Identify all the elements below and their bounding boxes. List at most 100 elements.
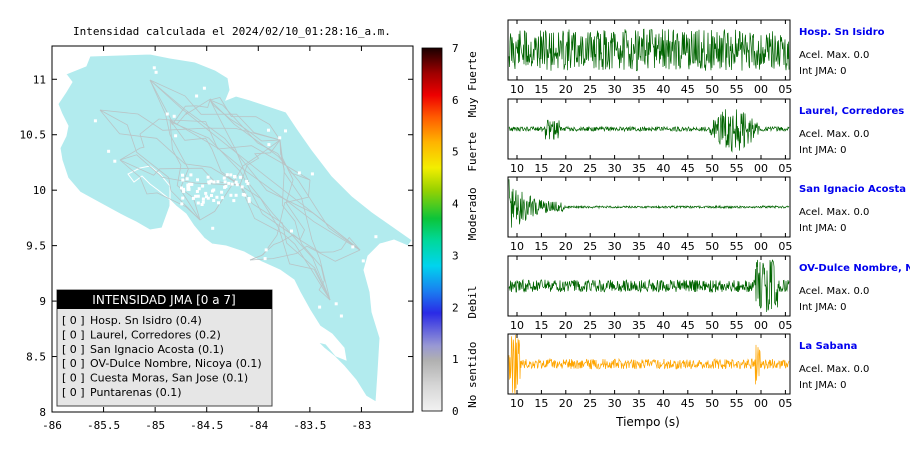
waveform-xtick-label: 45 [681,319,695,332]
legend-item-level: [ 0 ] [62,328,85,341]
road-line [249,245,361,262]
station-marker [233,175,237,179]
station-acel-max: Acel. Max. 0.0 [799,207,869,218]
waveform-xtick-label: 25 [583,240,597,253]
colorbar: 0 1 2 3 4 5 6 7 No sentido Debil Moderado Fuerte Mu… [421,42,479,418]
station-marker [212,199,216,202]
map-xtick-label: -83.5 [293,419,326,432]
road-line [209,97,281,141]
station-marker [229,193,233,197]
road-line [119,159,201,221]
road-line [149,79,201,221]
station-marker [180,186,183,190]
colorbar-tick-label: 6 [452,94,459,107]
station-marker [209,179,213,183]
waveform-xtick-label: 20 [559,240,573,253]
waveform-xtick-label: 15 [534,83,548,96]
waveform-xtick-label: 10 [510,319,524,332]
station-marker [229,173,233,177]
waveform-trace [508,109,790,153]
station-int-jma: Int JMA: 0 [799,380,847,391]
map-frame [51,45,414,413]
colorbar-tick-label: 3 [452,249,459,262]
colorbar-tick-label: 4 [452,198,459,211]
road-line [209,99,281,142]
station-marker [189,173,193,177]
station-marker [264,248,268,252]
waveform-xtick-label: 00 [754,319,768,332]
station-marker [181,173,184,177]
station-name: La Sabana [799,341,857,352]
colorbar-category-label: Moderado [466,187,479,240]
station-marker [216,180,220,184]
map-xtick-label: -83 [351,419,371,432]
legend-item-label: Puntarenas (0.1) [90,386,182,399]
waveform-xtick-label: 50 [705,83,719,96]
station-marker [182,187,185,191]
station-marker [235,183,239,187]
waveform-xtick-label: 15 [534,319,548,332]
station-marker [197,187,201,191]
waveform-xtick-label: 45 [681,240,695,253]
road-line [119,154,241,186]
legend-item-label: San Ignacio Acosta (0.1) [90,343,224,356]
station-name: Hosp. Sn Isidro [799,27,885,38]
road-line [149,79,281,141]
waveform-xtick-label: 00 [754,240,768,253]
station-marker [152,66,156,70]
station-marker [202,86,206,90]
waveform-xtick-label: 50 [705,162,719,175]
map-ytick-label: 8.5 [26,351,46,364]
legend-header: INTENSIDAD JMA [0 a 7] [92,293,235,307]
waveform-xtick-label: 55 [730,83,744,96]
station-marker [297,171,301,175]
road-line [99,109,241,186]
waveform-xtick-label: 50 [705,397,719,410]
colorbar-tick-label: 0 [452,405,459,418]
waveform-xtick-label: 20 [559,83,573,96]
station-marker [247,197,251,200]
station-marker [181,178,185,182]
station-marker [196,178,199,182]
colorbar-tick-label: 1 [452,353,459,366]
station-marker [361,259,365,263]
station-marker [211,226,215,230]
station-marker [201,197,205,201]
map-xtick-label: -84.5 [190,419,223,432]
station-acel-max: Acel. Max. 0.0 [799,129,869,140]
colorbar-tick-label: 2 [452,301,459,314]
road-line [239,184,331,301]
map-ytick-label: 11 [33,73,46,86]
map-ytick-label: 10.5 [20,129,47,142]
station-marker [206,175,210,179]
station-marker [195,94,199,98]
legend-item-level: [ 0 ] [62,343,85,356]
station-marker [374,235,378,239]
station-marker [185,177,189,181]
waveform-xtick-label: 40 [656,162,670,175]
station-marker [290,229,293,233]
station-marker [243,264,247,268]
legend-item-label: OV-Dulce Nombre, Nicoya (0.1) [90,357,262,370]
waveform-panel: 10 15 20 25 30 35 40 45 50 55 00 05 La Sabana Acel. M… [507,333,869,410]
waveform-xtick-label: 05 [778,397,792,410]
waveform-xtick-label: 55 [730,397,744,410]
station-name: OV-Dulce Nombre, Nicoya [799,263,910,274]
station-marker [113,159,117,163]
road-line [239,184,331,301]
colorbar-gradient [421,47,443,412]
waveform-xtick-label: 05 [778,319,792,332]
station-marker [212,180,216,184]
station-acel-max: Acel. Max. 0.0 [799,286,869,297]
legend-item-label: Cuesta Moras, San Jose (0.1) [90,372,248,385]
station-marker [201,200,205,204]
waveform-xtick-label: 40 [656,83,670,96]
road-line [299,239,331,301]
waveform-trace [508,179,790,228]
map-xtick-label: -85.5 [87,419,120,432]
station-acel-max: Acel. Max. 0.0 [799,364,869,375]
station-marker [194,194,198,198]
road-network [99,79,361,301]
waveform-xtick-label: 25 [583,83,597,96]
waveform-xtick-label: 55 [730,240,744,253]
